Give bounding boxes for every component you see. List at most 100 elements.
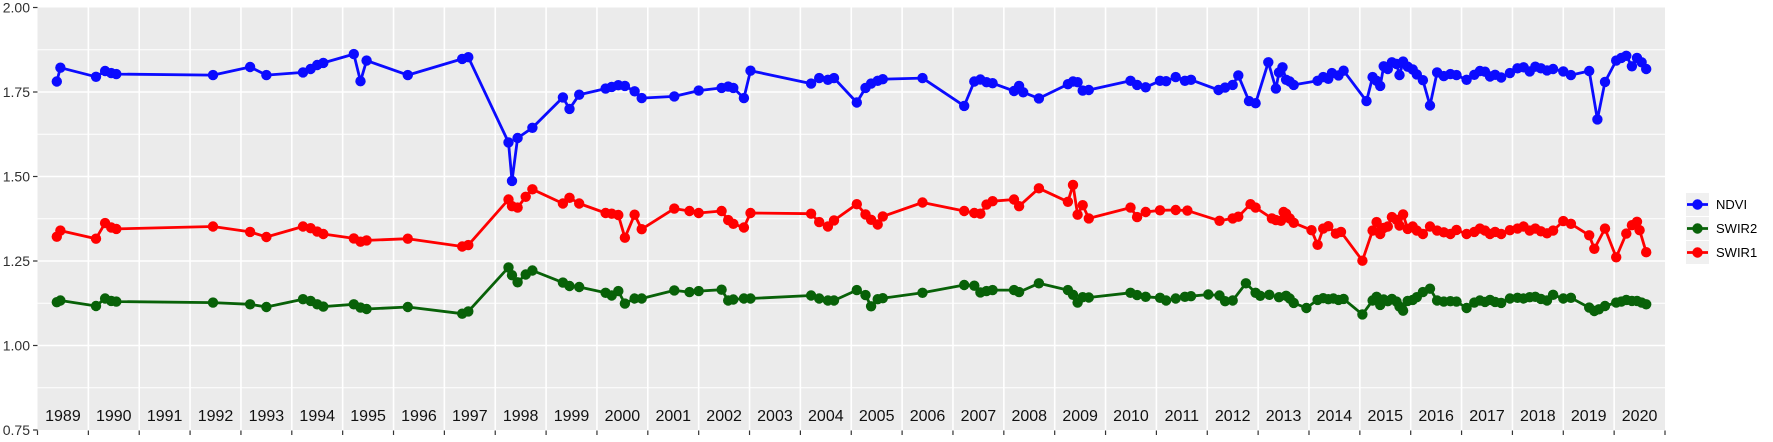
data-point-swir2 [503,262,514,273]
legend-key-swir1 [1686,241,1709,264]
data-point-ndvi [1424,100,1436,111]
data-point-swir2 [860,289,871,301]
legend-glyph-ndvi [1687,199,1708,210]
data-point-swir2 [506,270,518,281]
x-tick-label: 2010 [1113,408,1149,425]
data-point-swir2 [728,294,739,305]
data-point-ndvi [1263,57,1274,68]
x-tick-label: 2000 [605,408,641,425]
data-point-ndvi [348,48,359,60]
data-point-swir1 [1634,225,1645,236]
data-point-swir1 [814,216,825,228]
data-point-ndvi [851,97,862,108]
data-point-ndvi [1250,98,1261,109]
data-point-ndvi [1641,63,1652,75]
x-tick-label: 2020 [1622,408,1658,425]
data-point-ndvi [629,86,640,97]
data-point-ndvi [1131,79,1143,91]
data-point-ndvi [669,91,680,102]
data-point-swir2 [1170,293,1181,304]
data-point-swir2 [90,300,102,312]
data-point-ndvi [244,61,256,73]
data-point-swir2 [1219,296,1231,307]
data-point-swir1 [1611,252,1622,263]
data-point-swir2 [1397,305,1409,316]
data-point-swir2 [1558,293,1569,304]
data-point-ndvi [1140,82,1151,93]
data-point-swir2 [574,281,585,293]
data-point-swir2 [244,299,256,310]
data-point-swir1 [669,203,680,214]
data-point-swir2 [1227,295,1238,306]
data-point-swir2 [716,284,727,295]
data-point-swir1 [1589,243,1600,254]
data-point-swir1 [111,223,122,235]
data-point-ndvi [1584,65,1595,77]
data-point-swir1 [975,208,986,219]
y-tick-label: 1.75 [3,84,30,100]
x-tick-label: 2004 [808,408,844,425]
data-point-swir2 [1264,289,1275,300]
data-point-swir2 [669,285,680,296]
legend-label-swir2: SWIR2 [1716,221,1758,236]
data-point-swir2 [1641,299,1652,310]
data-point-ndvi [463,52,474,63]
data-point-swir1 [629,209,640,220]
data-point-swir1 [574,198,585,209]
data-point-swir2 [613,285,624,297]
data-point-ndvi [1018,87,1029,98]
data-point-swir2 [111,296,122,307]
data-point-swir2 [527,265,538,276]
data-point-swir2 [828,295,840,306]
data-point-swir2 [1496,297,1507,309]
data-point-swir1 [1083,213,1095,224]
data-point-swir1 [917,197,928,208]
x-tick-label: 2002 [706,408,742,425]
data-point-swir1 [1599,223,1611,234]
data-point-ndvi [1375,80,1386,92]
data-point-swir1 [1547,225,1559,236]
x-tick-label: 2013 [1266,408,1302,425]
data-point-swir1 [512,202,523,213]
data-point-swir1 [1584,230,1595,241]
data-point-ndvi [355,76,366,87]
data-point-swir1 [684,205,695,217]
data-point-swir2 [1338,293,1349,305]
data-point-swir2 [1461,302,1472,314]
data-point-ndvi [619,80,631,92]
data-point-swir1 [636,224,647,235]
data-point-swir2 [361,303,372,315]
data-point-ndvi [1565,69,1577,81]
data-point-swir1 [693,207,704,219]
data-point-swir1 [361,235,372,246]
x-tick-label: 2012 [1215,408,1251,425]
x-tick-label: 1995 [350,408,386,425]
x-tick-label: 2017 [1469,408,1505,425]
data-point-swir1 [1013,201,1025,212]
legend-key-ndvi [1686,193,1709,216]
data-point-swir1 [1451,224,1462,236]
y-tick-label: 1.25 [3,253,30,269]
data-point-swir2 [402,301,413,313]
x-tick-label: 2014 [1317,408,1353,425]
y-tick-label: 1.00 [3,338,30,354]
data-point-swir1 [527,184,538,195]
data-point-ndvi [1626,61,1638,72]
x-tick-label: 1989 [45,408,81,425]
x-tick-label: 2015 [1367,408,1403,425]
data-point-swir2 [1599,300,1611,312]
y-tick-label: 1.50 [3,169,30,185]
data-point-swir1 [1312,239,1323,250]
data-point-swir2 [987,284,998,296]
data-point-ndvi [1160,76,1172,87]
data-point-swir2 [261,301,272,313]
data-point-ndvi [1288,79,1299,91]
data-point-ndvi [693,85,704,96]
data-point-swir1 [1250,202,1261,213]
data-point-swir1 [619,232,631,243]
data-point-ndvi [738,92,750,104]
x-tick-label: 2018 [1520,408,1556,425]
x-tick-label: 2005 [859,408,895,425]
